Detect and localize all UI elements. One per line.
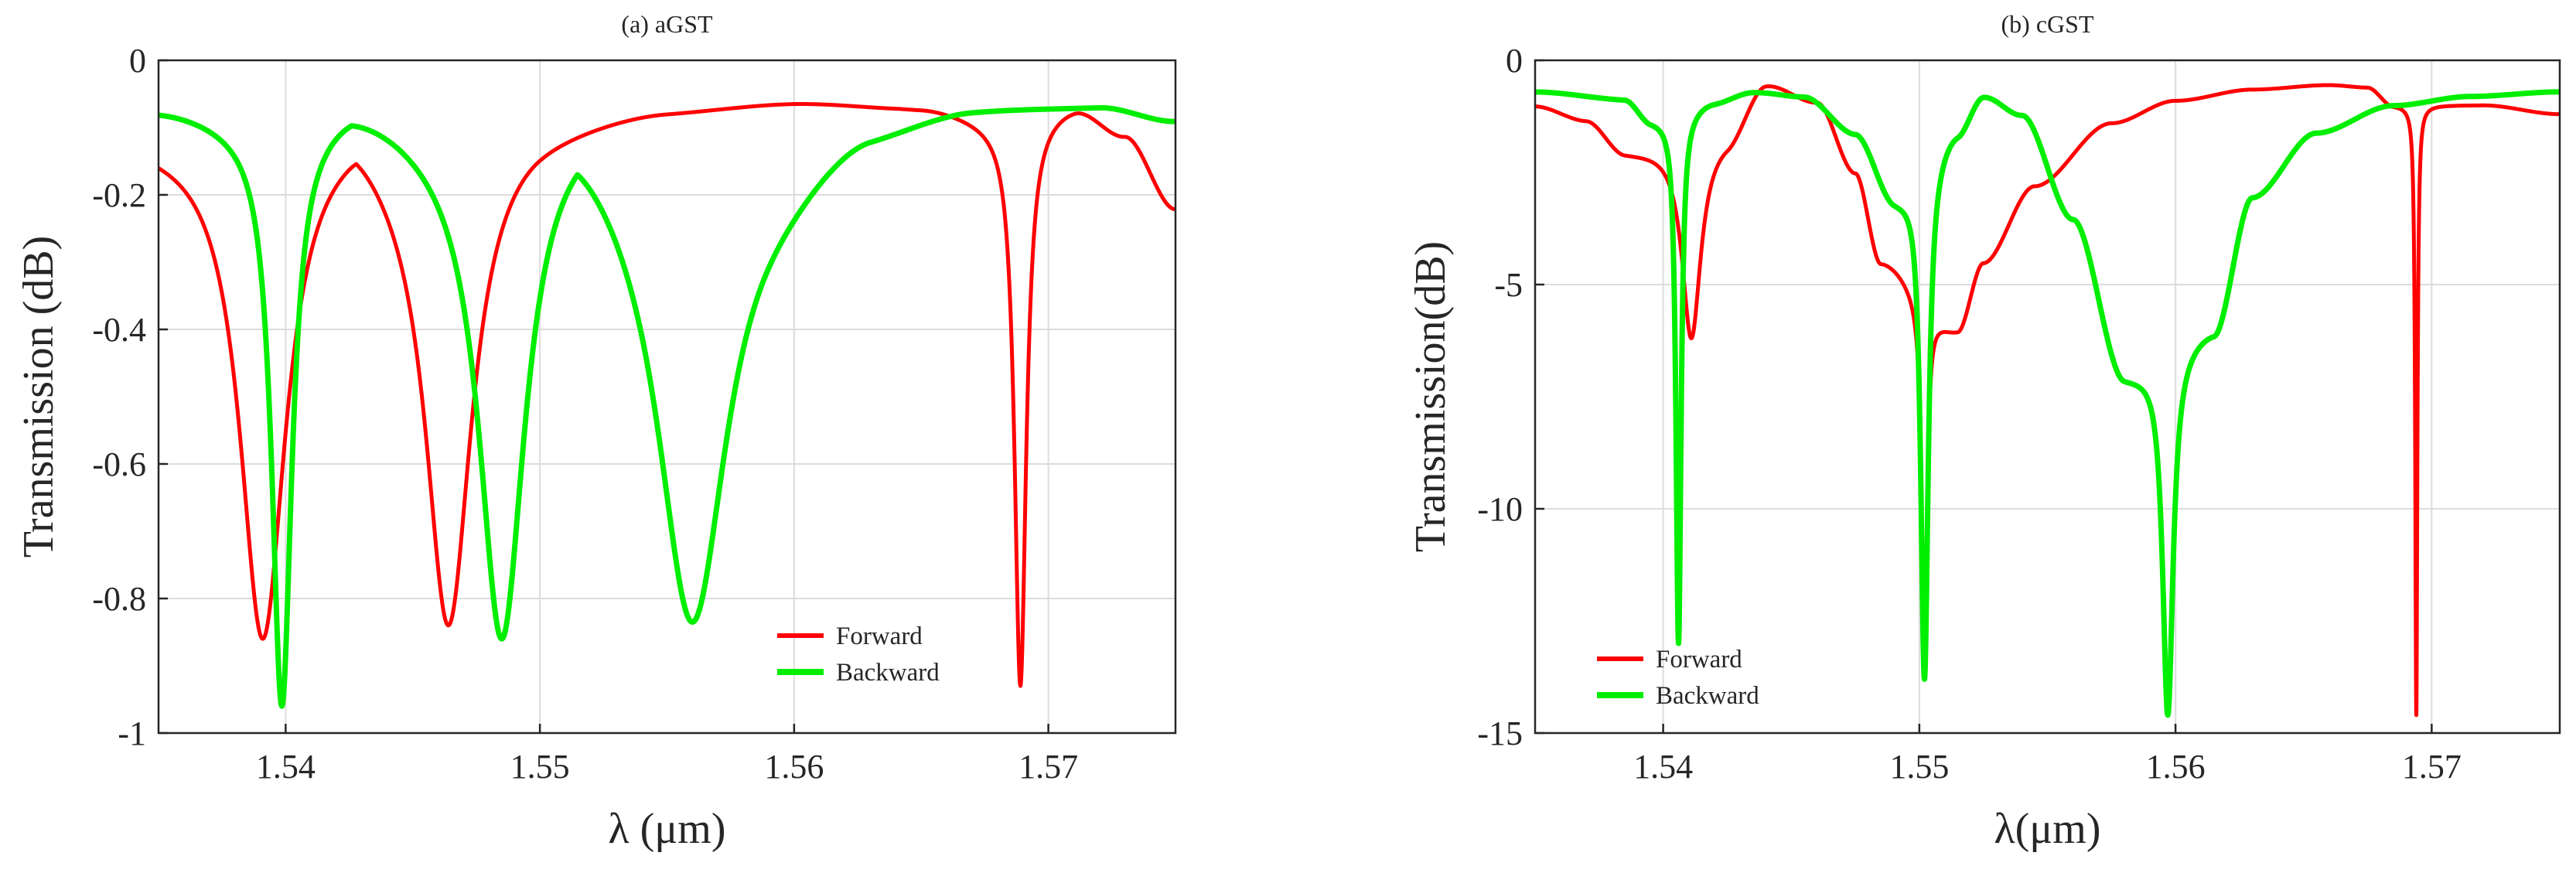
panel-a-forward-line xyxy=(156,102,1178,688)
panel-b-legend: Forward Backward xyxy=(1597,646,1759,710)
panel-b-x-axis-label: λ(μm) xyxy=(1994,805,2100,853)
y-tick-label: -0.2 xyxy=(92,176,146,214)
panel-a-series xyxy=(155,102,1178,709)
panel-a-grid xyxy=(159,60,1175,733)
x-tick-label: 1.56 xyxy=(764,748,824,786)
y-tick-label: -1 xyxy=(118,714,146,752)
panel-b-series xyxy=(1533,83,2562,718)
panel-a-ticks: 1.54 1.55 1.56 1.57 0 -0.2 -0.4 -0.6 -0.8 -1 xyxy=(92,42,1078,786)
x-tick-label: 1.57 xyxy=(1018,748,1078,786)
panel-a-backward-line xyxy=(155,104,1178,709)
panel-b-y-axis-label: Transmission(dB) xyxy=(1407,241,1455,552)
x-tick-label: 1.55 xyxy=(1889,748,1949,786)
panel-b-title: (b) cGST xyxy=(2001,10,2094,38)
panel-a-axes-frame xyxy=(157,59,1177,735)
y-tick-label: -15 xyxy=(1477,714,1523,752)
x-tick-label: 1.54 xyxy=(256,748,316,786)
x-tick-label: 1.54 xyxy=(1633,748,1693,786)
panel-a-y-axis-label: Transmission (dB) xyxy=(15,236,63,558)
x-tick-label: 1.55 xyxy=(510,748,570,786)
x-tick-label: 1.56 xyxy=(2146,748,2206,786)
y-tick-label: -0.8 xyxy=(92,580,146,618)
x-tick-label: 1.57 xyxy=(2402,748,2462,786)
panel-a-legend: Forward Backward xyxy=(777,622,940,687)
y-tick-label: -10 xyxy=(1477,490,1523,528)
y-tick-label: -0.6 xyxy=(92,445,146,483)
panel-a-x-axis-label: λ (μm) xyxy=(608,805,725,853)
panel-b-ticks: 1.54 1.55 1.56 1.57 0 -5 -10 -15 xyxy=(1477,42,2462,786)
panel-b-legend-backward-label: Backward xyxy=(1656,682,1759,710)
panel-b-legend-forward-label: Forward xyxy=(1656,646,1742,674)
panel-a-legend-forward-label: Forward xyxy=(836,622,923,650)
y-tick-label: 0 xyxy=(129,42,146,80)
panel-a-legend-backward-label: Backward xyxy=(836,659,940,687)
y-tick-label: -0.4 xyxy=(92,311,146,349)
panel-b-forward-line xyxy=(1534,83,2561,718)
y-tick-label: 0 xyxy=(1506,42,1523,80)
panel-b-cgst: 1.54 1.55 1.56 1.57 0 -5 -10 -15 (b) cGST λ(μm)… xyxy=(1407,10,2562,853)
panel-a-title: (a) aGST xyxy=(621,10,713,38)
panel-b-backward-line xyxy=(1533,89,2562,718)
panel-b-axes-frame xyxy=(1534,59,2561,735)
panel-a-agst: 1.54 1.55 1.56 1.57 0 -0.2 -0.4 -0.6 -0.8 -1 (a) … xyxy=(15,10,1178,853)
y-tick-label: -5 xyxy=(1494,266,1523,304)
